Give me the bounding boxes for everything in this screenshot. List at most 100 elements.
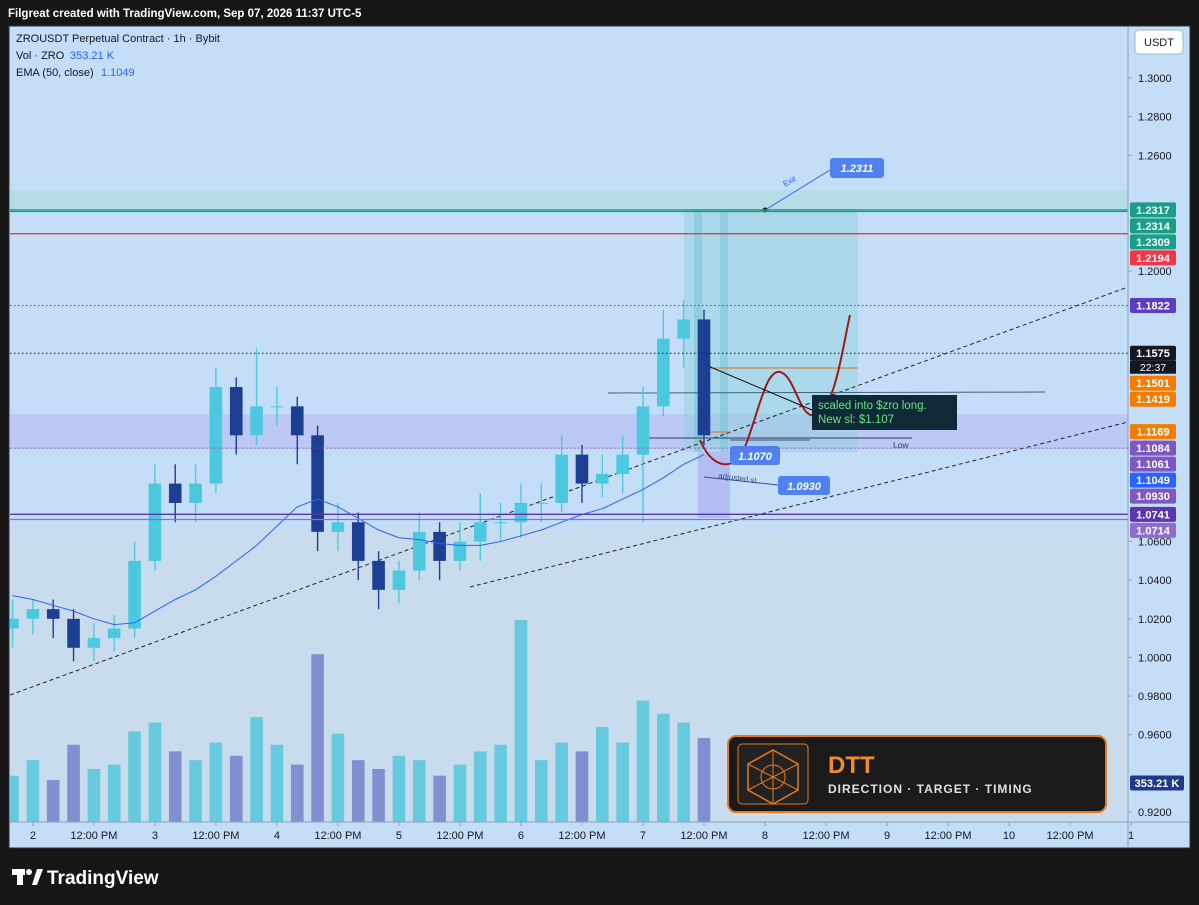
x-tick-label: 12:00 PM (70, 830, 117, 842)
logo-box (727, 735, 1107, 813)
candle-body (494, 522, 507, 524)
candle-body (514, 502, 528, 523)
entry-label: 1.1070 (738, 451, 773, 463)
volume-bar (514, 620, 528, 822)
price-label: 1.2309 (1136, 237, 1170, 249)
candle-body (189, 483, 202, 503)
candle-body (311, 435, 324, 532)
plot-area: Exit 1.2311 scaled into $zro long. New s… (10, 158, 1128, 696)
volume-bar (107, 764, 121, 822)
currency-button[interactable] (1134, 29, 1184, 55)
price-label-box (1130, 218, 1176, 234)
volume-bar (290, 764, 304, 822)
candle-body (107, 628, 121, 639)
volume-bar (26, 760, 40, 822)
volume-bar (67, 744, 80, 822)
price-label-box (1130, 488, 1176, 504)
candle-body (412, 531, 426, 571)
price-label: 1.1061 (1136, 459, 1170, 471)
x-tick-label: 3 (152, 830, 158, 842)
ema-legend-value: 1.1049 (101, 67, 135, 79)
volume-bar (372, 769, 385, 822)
candle-body (534, 502, 548, 504)
ema-legend: EMA (50, close) (16, 67, 94, 79)
note-box (812, 395, 957, 430)
target-zone (10, 190, 1128, 210)
price-label-box (1130, 202, 1176, 218)
volume-bar (657, 713, 670, 822)
x-tick-label: 6 (518, 830, 524, 842)
risk-box (698, 452, 730, 518)
price-label: 1.1575 (1136, 348, 1170, 360)
candle-body (290, 406, 304, 436)
price-label: 1.1049 (1136, 475, 1170, 487)
y-tick-label: 1.0400 (1138, 575, 1172, 587)
volume-bar (351, 760, 365, 822)
candle-body (87, 638, 101, 648)
volume-label-box (1130, 775, 1184, 791)
sl-line (703, 476, 779, 486)
price-label-box (1130, 506, 1176, 522)
price-label: 1.1419 (1136, 394, 1170, 406)
price-label-box (1130, 234, 1176, 250)
volume-bar (87, 769, 101, 822)
exit-line (764, 169, 831, 211)
price-label-box (1130, 250, 1176, 266)
candle-body (148, 483, 162, 561)
price-label-box (1130, 456, 1176, 472)
stop-badge (778, 476, 830, 495)
volume-legend: Vol · ZRO (16, 50, 65, 62)
x-tick-label: 12:00 PM (558, 830, 605, 842)
y-tick-label: 1.2600 (1138, 150, 1172, 162)
y-tick-label: 1.3000 (1138, 73, 1172, 85)
currency-label[interactable]: USDT (1144, 37, 1174, 49)
price-label: 1.0714 (1136, 525, 1171, 537)
x-tick-label: 5 (396, 830, 402, 842)
price-label-box (1130, 522, 1176, 538)
volume-bar (616, 742, 629, 822)
target-label: 1.2311 (841, 163, 874, 175)
x-tick-label: 12:00 PM (924, 830, 971, 842)
candle-body (270, 406, 284, 408)
y-tick-label: 1.0200 (1138, 614, 1172, 626)
volume-bar (331, 733, 345, 822)
candle-body (10, 618, 19, 629)
candle-body (453, 541, 467, 561)
price-label-box (1130, 375, 1176, 391)
candle-body (372, 560, 385, 590)
y-tick-label: 1.2000 (1138, 266, 1172, 278)
volume-legend-value: 353.21 K (70, 50, 115, 62)
candle-body (331, 522, 345, 532)
volume-bar (311, 654, 324, 822)
ema-line (12, 454, 705, 626)
price-label: 1.1501 (1136, 378, 1170, 390)
candle-body (677, 319, 690, 339)
countdown-box (1130, 360, 1176, 374)
volume-bar (250, 717, 263, 822)
candle-body (128, 560, 141, 629)
logo-name: DTT (828, 752, 875, 779)
candle-body (555, 454, 568, 503)
symbol-title: ZROUSDT Perpetual Contract · 1h · Bybit (16, 33, 220, 45)
position-stripe (720, 210, 728, 452)
candle-body (351, 522, 365, 561)
x-tick-label: 12:00 PM (192, 830, 239, 842)
header-text: Filgreat created with TradingView.com, S… (8, 8, 362, 20)
volume-label: 353.21 K (1135, 778, 1180, 790)
price-label-box (1130, 391, 1176, 407)
volume-bar (534, 760, 548, 822)
price-label: 1.2317 (1136, 205, 1170, 217)
low-label: Low (893, 440, 909, 450)
y-tick-label: 1.0000 (1138, 652, 1172, 664)
volume-bar (189, 760, 202, 822)
y-tick-label: 0.9800 (1138, 691, 1172, 703)
candle-body (67, 618, 80, 648)
candle-body (26, 609, 40, 619)
x-tick-label: 4 (274, 830, 280, 842)
candle-body (250, 406, 263, 436)
footer-brand: TradingView (47, 868, 159, 889)
x-tick-label: 2 (30, 830, 36, 842)
y-tick-label: 0.9200 (1138, 807, 1172, 819)
